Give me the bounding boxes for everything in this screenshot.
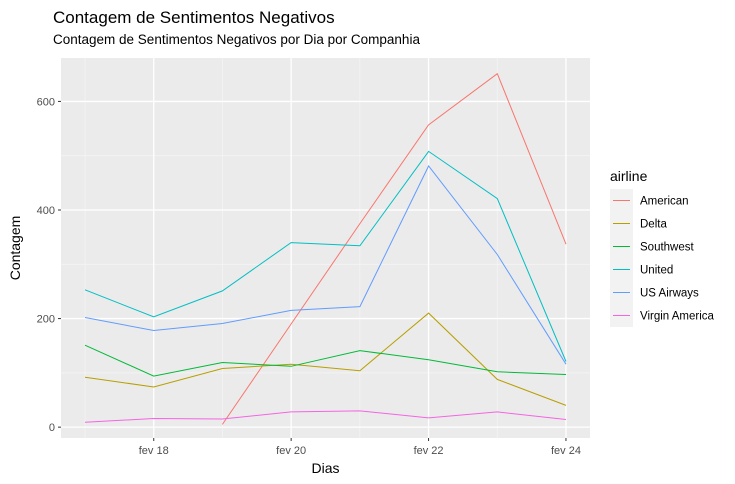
minor-gridlines [61,58,590,438]
y-tick-label: 200 [37,314,55,326]
x-tick-label: fev 18 [139,445,169,457]
series-line-virgin-america [84,410,567,423]
legend-label-virgin-america: Virgin America [640,311,715,323]
legend-label-delta: Delta [640,219,667,231]
y-axis-title: Contagem [7,216,23,281]
y-tick-label: 600 [37,96,55,108]
y-axis: 0 200 400 600 [37,96,61,434]
legend-title: airline [610,168,648,184]
legend-label-southwest: Southwest [640,242,695,254]
chart-title: Contagem de Sentimentos Negativos [53,8,335,27]
plot-panel [61,58,590,438]
series-line-southwest [84,344,567,377]
legend-label-american: American [640,196,689,208]
series-lines [84,72,567,425]
y-tick-label: 0 [49,422,55,434]
series-line-united [84,150,567,362]
x-tick-label: fev 24 [551,445,581,457]
series-line-us-airways [84,165,567,365]
legend-label-us-airways: US Airways [640,288,699,300]
legend-label-united: United [640,265,673,277]
series-line-delta [84,312,567,406]
y-tick-label: 400 [37,205,55,217]
x-tick-label: fev 20 [276,445,306,457]
x-tick-label: fev 22 [414,445,444,457]
x-axis-title: Dias [311,460,339,476]
legend: American Delta Southwest United US Airways Vi… [610,189,715,327]
series-line-american [221,72,567,425]
chart-subtitle: Contagem de Sentimentos Negativos por Di… [53,32,420,47]
x-axis: fev 18 fev 20 fev 22 fev 24 [139,438,581,457]
